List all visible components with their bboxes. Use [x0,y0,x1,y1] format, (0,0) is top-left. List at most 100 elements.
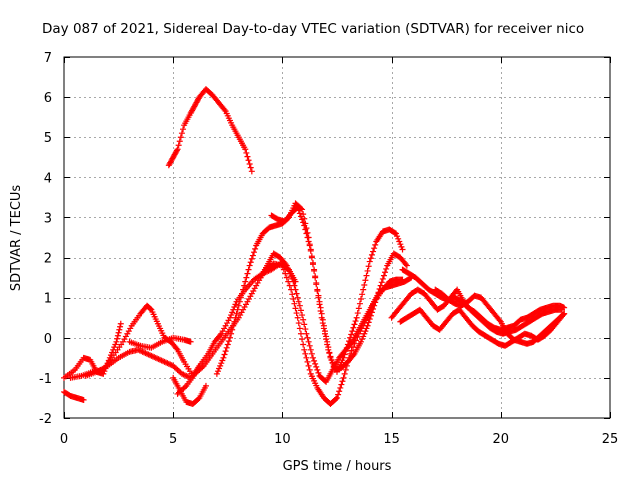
x-axis-label: GPS time / hours [283,459,392,474]
data-point [337,384,344,391]
data-point [221,106,228,113]
data-point [116,326,123,333]
y-tick-label: 2 [44,252,52,267]
data-point [248,168,255,175]
data-point [293,290,300,297]
data-point [361,330,368,337]
data-point [325,344,332,351]
data-point [342,366,349,373]
data-point [217,332,224,339]
data-point [115,329,122,336]
data-point [317,304,324,311]
series-track-d [82,346,194,381]
data-point [361,281,368,288]
data-point [352,318,359,325]
data-point [241,282,248,289]
data-point [348,340,355,347]
data-point [290,278,297,285]
y-tick-label: 4 [44,171,52,186]
y-tick-label: 5 [44,131,52,146]
x-tick-label: 0 [60,432,68,447]
y-tick-label: 3 [44,211,52,226]
y-tick-label: -1 [39,372,52,387]
data-point [295,298,302,305]
data-point [246,160,253,167]
data-point [360,286,367,293]
data-point [248,255,255,262]
data-point [111,344,118,351]
data-point [236,298,243,305]
data-point [222,348,229,355]
data-point [377,282,384,289]
data-point [175,142,182,149]
data-point [301,321,308,328]
data-point [399,246,406,253]
data-point [300,219,307,226]
data-point [245,157,252,164]
data-point [304,358,311,365]
y-tick-label: -2 [39,412,52,427]
data-point [303,354,310,361]
x-tick-label: 25 [602,432,619,447]
data-point [176,138,183,145]
data-point [382,269,389,276]
data-point [218,360,225,367]
data-point [294,314,301,321]
data-point [296,210,303,217]
data-point [304,334,311,341]
data-point [230,322,237,329]
x-tick-label: 5 [169,432,177,447]
data-point [338,381,345,388]
data-point [379,275,386,282]
data-point [560,311,567,318]
data-point [359,336,366,343]
data-point [242,278,249,285]
data-point [334,394,340,401]
data-point [301,346,308,353]
x-tick-label: 20 [493,432,510,447]
data-point [180,126,187,133]
data-point [305,362,312,369]
data-point [223,344,230,351]
y-tick-label: 1 [44,292,52,307]
data-point [300,316,307,323]
data-point [319,316,326,323]
data-point [302,350,309,357]
data-point [302,326,309,333]
x-tick-label: 10 [274,432,291,447]
data-point [358,296,365,303]
data-point [561,310,568,317]
data-point [359,291,366,298]
data-point [363,272,370,279]
data-point [117,323,124,330]
series-track-h [174,260,406,407]
data-point [177,134,184,141]
data-point [341,370,348,377]
data-point [308,253,315,260]
data-point [339,378,346,385]
data-point [220,354,227,361]
data-point [368,251,375,258]
data-point [335,391,342,398]
data-point [303,230,310,237]
data-point [113,338,120,345]
data-point [283,262,290,269]
x-tick-label: 15 [383,432,400,447]
data-point [362,277,369,284]
data-point [284,265,291,272]
data-point [315,369,322,376]
data-point [355,305,362,312]
data-point [289,291,296,298]
data-point [309,354,316,361]
data-point [229,326,236,333]
data-point [308,350,315,357]
data-point [316,298,323,305]
data-point [80,396,87,403]
data-point [321,328,328,335]
data-point [247,164,254,171]
data-point [174,146,181,153]
chart-title: Day 087 of 2021, Sidereal Day-to-day VTE… [42,21,584,37]
series-track-o [432,286,568,347]
